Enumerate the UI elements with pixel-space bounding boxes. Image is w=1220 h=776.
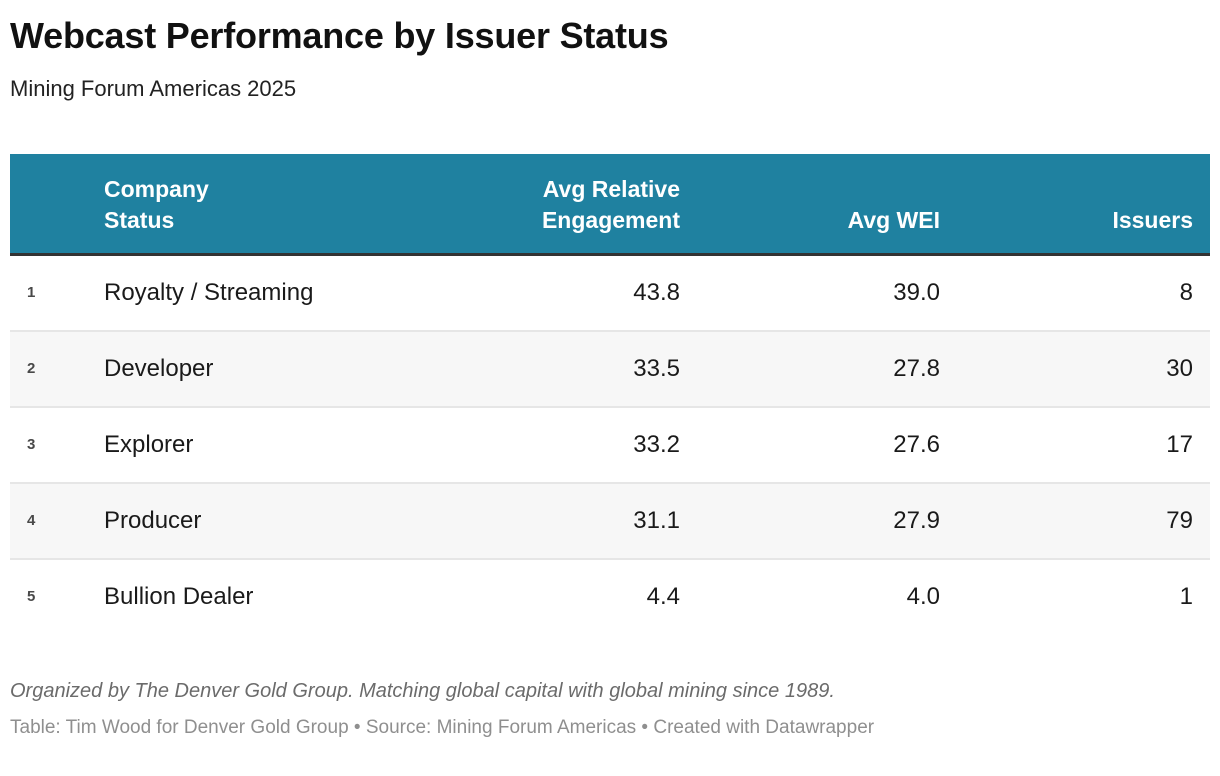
column-header-avg-wei: Avg WEI — [690, 154, 950, 256]
table-row: 2 Developer 33.5 27.8 30 — [10, 331, 1210, 407]
wei-cell: 27.6 — [893, 431, 940, 458]
company-status-cell: Developer — [104, 355, 214, 382]
issuers-cell: 79 — [1166, 507, 1193, 534]
rank-cell: 3 — [27, 436, 36, 453]
column-header-issuers: Issuers — [950, 154, 1210, 256]
company-status-cell: Royalty / Streaming — [104, 279, 314, 306]
engagement-cell: 43.8 — [633, 279, 680, 306]
rank-cell: 1 — [27, 284, 36, 301]
issuers-cell: 17 — [1166, 431, 1193, 458]
rank-cell: 2 — [27, 360, 36, 377]
column-header-company-status: Company Status — [104, 154, 410, 256]
table-header-row: Company Status Avg Relative Engagement A… — [10, 154, 1210, 256]
table-row: 1 Royalty / Streaming 43.8 39.0 8 — [10, 254, 1210, 331]
company-status-cell: Bullion Dealer — [104, 583, 254, 610]
data-table: Company Status Avg Relative Engagement A… — [10, 154, 1210, 634]
wei-cell: 39.0 — [893, 279, 940, 306]
organizer-byline: Organized by The Denver Gold Group. Matc… — [10, 680, 835, 702]
table-row: 3 Explorer 33.2 27.6 17 — [10, 407, 1210, 483]
wei-cell: 4.0 — [906, 583, 940, 610]
engagement-cell: 4.4 — [646, 583, 680, 610]
wei-cell: 27.8 — [893, 355, 940, 382]
wei-cell: 27.9 — [893, 507, 940, 534]
issuers-cell: 1 — [1179, 583, 1193, 610]
rank-cell: 4 — [27, 512, 36, 529]
engagement-cell: 31.1 — [633, 507, 680, 534]
engagement-cell: 33.2 — [633, 431, 680, 458]
page-subtitle: Mining Forum Americas 2025 — [10, 76, 297, 101]
column-header-avg-relative-engagement: Avg Relative Engagement — [410, 154, 690, 256]
issuers-cell: 8 — [1179, 279, 1193, 306]
rank-cell: 5 — [27, 588, 36, 605]
table-row: 5 Bullion Dealer 4.4 4.0 1 — [10, 559, 1210, 634]
company-status-cell: Producer — [104, 507, 202, 534]
table-row: 4 Producer 31.1 27.9 79 — [10, 483, 1210, 559]
page-title: Webcast Performance by Issuer Status — [10, 15, 669, 56]
company-status-cell: Explorer — [104, 431, 194, 458]
engagement-cell: 33.5 — [633, 355, 680, 382]
page: Webcast Performance by Issuer Status Min… — [10, 15, 1210, 738]
table-header: Company Status Avg Relative Engagement A… — [10, 154, 1210, 256]
column-header-rank — [10, 154, 104, 256]
table-body: 1 Royalty / Streaming 43.8 39.0 8 2 Deve… — [10, 254, 1210, 634]
table-credits: Table: Tim Wood for Denver Gold Group • … — [10, 717, 875, 738]
issuers-cell: 30 — [1166, 355, 1193, 382]
